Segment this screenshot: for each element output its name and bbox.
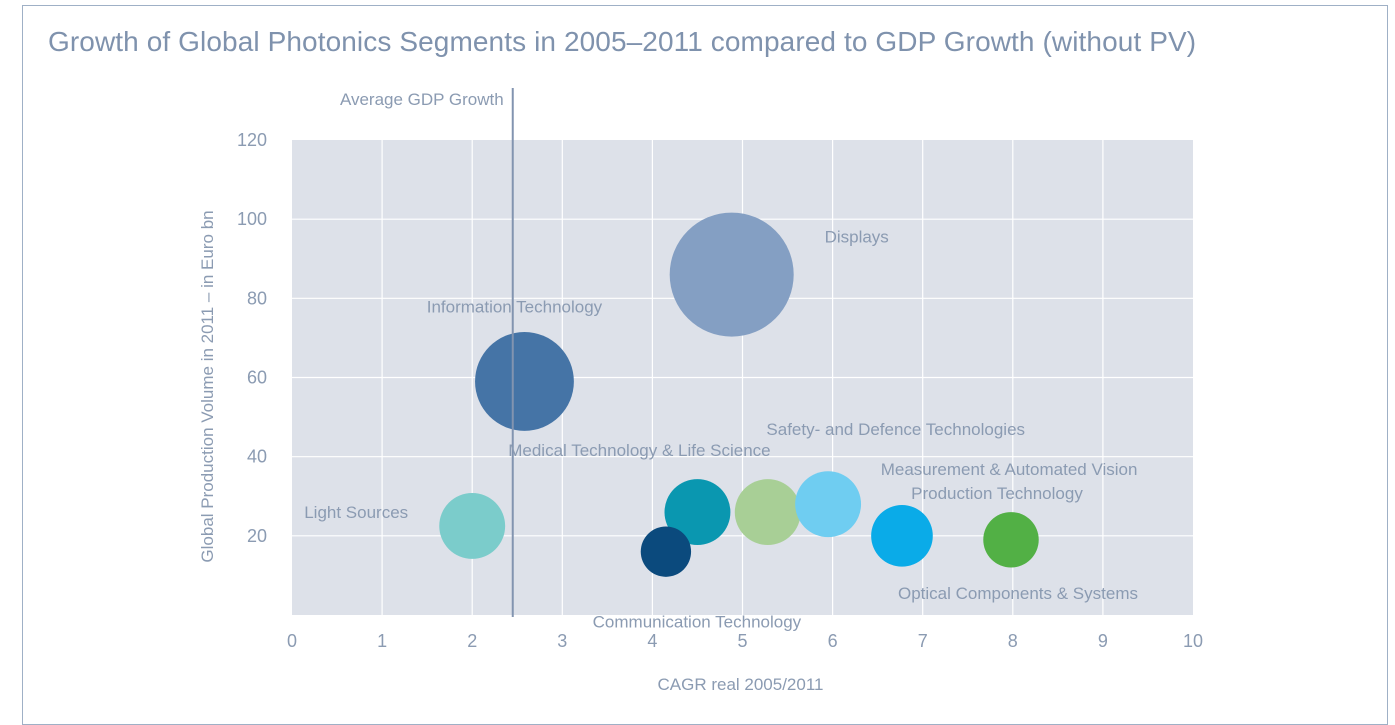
chart-title: Growth of Global Photonics Segments in 2… — [48, 26, 1197, 57]
x-tick-label: 9 — [1098, 631, 1108, 651]
y-tick-label: 100 — [237, 209, 267, 229]
y-tick-labels: 20 40 60 80 100 120 — [237, 130, 267, 546]
x-tick-label: 1 — [377, 631, 387, 651]
bubble-safety-and-defence-technologies — [734, 479, 801, 546]
bubble-production-technology — [871, 505, 933, 567]
x-tick-labels: 0 1 2 3 4 5 6 7 8 9 10 — [287, 631, 1203, 651]
x-tick-label: 0 — [287, 631, 297, 651]
x-axis-title: CAGR real 2005/2011 — [657, 675, 823, 694]
bubble-labels: Displays Information Technology Light Sour… — [304, 228, 1138, 632]
y-tick-label: 80 — [247, 288, 267, 308]
bubble-chart: 0 1 2 3 4 5 6 7 8 9 10 20 40 60 80 100 120 Average GDP … — [198, 88, 1203, 694]
bubbles — [439, 212, 1039, 577]
bubble-optical-components-systems — [983, 512, 1039, 568]
bubble-information-technology — [475, 332, 574, 431]
bubble-label: Safety- and Defence Technologies — [766, 420, 1025, 439]
x-tick-label: 7 — [918, 631, 928, 651]
x-tick-label: 2 — [467, 631, 477, 651]
average-gdp-growth-label: Average GDP Growth — [340, 90, 504, 109]
y-tick-label: 20 — [247, 526, 267, 546]
x-tick-label: 8 — [1008, 631, 1018, 651]
x-tick-label: 4 — [647, 631, 657, 651]
x-tick-label: 3 — [557, 631, 567, 651]
bubble-label: Communication Technology — [593, 613, 802, 632]
bubble-label: Information Technology — [427, 297, 603, 316]
y-tick-label: 40 — [247, 447, 267, 467]
bubble-medical-technology-life-science — [664, 479, 731, 546]
y-tick-label: 120 — [237, 130, 267, 150]
y-axis-title: Global Production Volume in 2011 – in Eu… — [198, 210, 217, 562]
bubble-label: Light Sources — [304, 503, 408, 522]
bubble-label: Medical Technology & Life Science — [508, 441, 770, 460]
bubble-label: Measurement & Automated Vision — [881, 460, 1138, 479]
bubble-label: Optical Components & Systems — [898, 584, 1138, 603]
bubble-measurement-automated-vision — [795, 471, 862, 538]
bubble-communication-technology — [640, 526, 692, 577]
x-tick-label: 5 — [737, 631, 747, 651]
bubble-label: Displays — [825, 228, 889, 247]
bubble-light-sources — [439, 492, 506, 559]
x-tick-label: 6 — [828, 631, 838, 651]
bubble-label: Production Technology — [911, 484, 1083, 503]
x-tick-label: 10 — [1183, 631, 1203, 651]
y-tick-label: 60 — [247, 368, 267, 388]
bubble-displays — [669, 212, 794, 337]
